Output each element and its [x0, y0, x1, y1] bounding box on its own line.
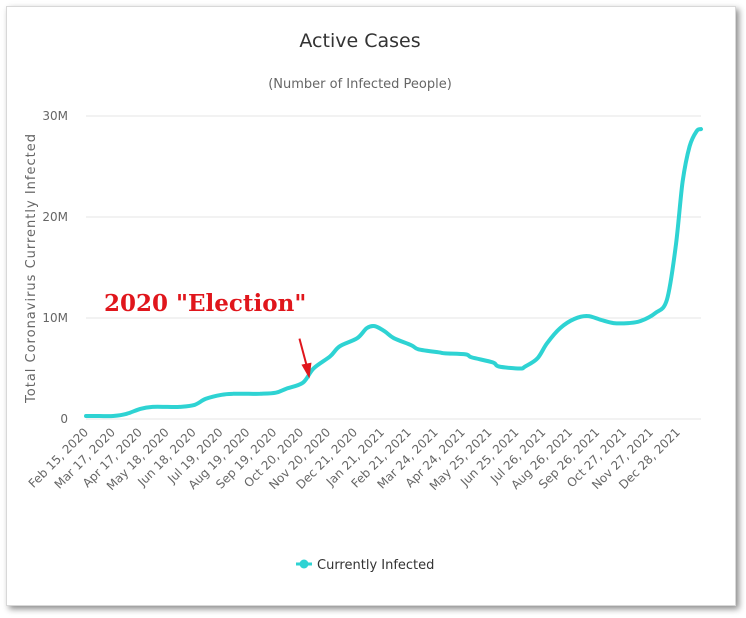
y-tick-label: 30M: [42, 109, 68, 123]
legend-label: Currently Infected: [317, 558, 434, 573]
y-tick-labels: 0 10M 20M 30M: [42, 109, 68, 426]
election-annotation: 2020 "Election": [104, 290, 312, 379]
annotation-text: 2020 "Election": [104, 290, 306, 317]
series-line-currently-infected: [84, 127, 703, 419]
y-tick-label: 0: [60, 412, 68, 426]
legend-item-currently-infected[interactable]: Currently Infected: [296, 558, 434, 573]
grid-lines: [86, 115, 701, 420]
annotation-arrow-shaft: [298, 338, 309, 369]
legend-marker: [299, 559, 309, 569]
chart-frame: [6, 6, 736, 606]
series-lines: [84, 127, 703, 419]
y-axis-label: Total Coronavirus Currently Infected: [24, 133, 39, 404]
y-tick-label: 10M: [42, 311, 68, 325]
chart-subtitle: (Number of Infected People): [268, 77, 452, 92]
chart-title: Active Cases: [299, 30, 420, 52]
y-tick-label: 20M: [42, 210, 68, 224]
annotation-arrow-head: [301, 362, 312, 379]
